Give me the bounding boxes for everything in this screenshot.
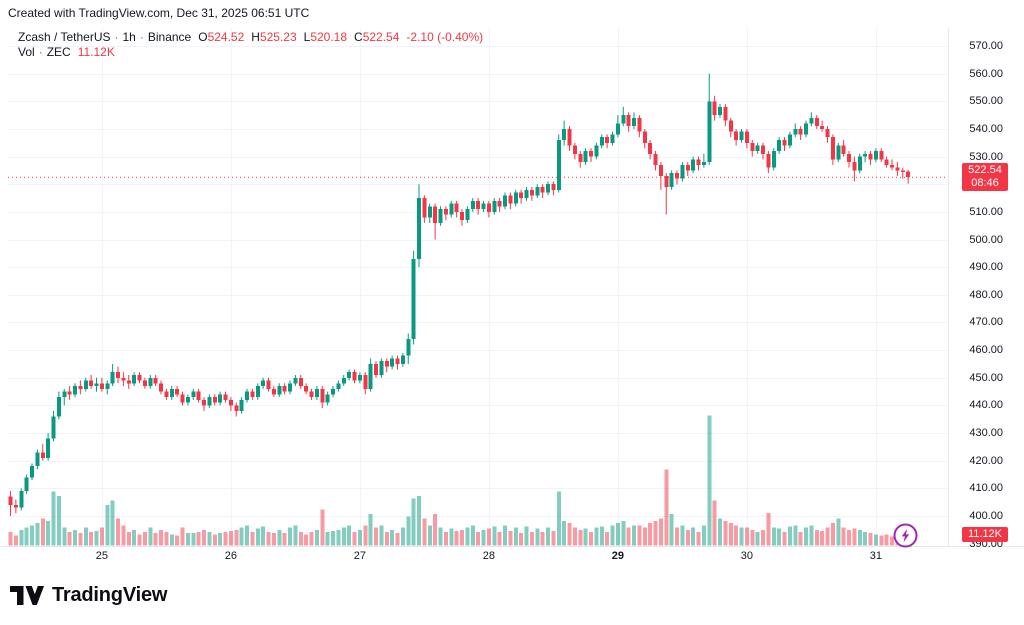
price-axis-label: 530.00 <box>969 150 1003 163</box>
price-axis-label: 400.00 <box>969 510 1003 522</box>
ohlc-open: O524.52 <box>198 30 245 44</box>
price-axis[interactable]: 570.00560.00550.00540.00530.00520.00510.… <box>948 28 1024 560</box>
ohlc-close: C522.54 <box>354 30 400 44</box>
separator-dot: · <box>114 30 119 44</box>
separator-dot: · <box>139 30 144 44</box>
time-axis-label: 26 <box>224 550 237 562</box>
price-axis-label: 460.00 <box>969 344 1003 357</box>
current-price-badge: 522.54 08:46 <box>962 163 1008 191</box>
boost-button[interactable] <box>892 522 919 549</box>
price-axis-label: 500.00 <box>969 233 1003 246</box>
tradingview-logo-icon <box>10 585 44 605</box>
grid-layer <box>8 28 948 546</box>
bar-countdown: 08:46 <box>971 177 999 189</box>
change-value: -2.10 (-0.40%) <box>406 30 484 44</box>
price-axis-label: 510.00 <box>969 205 1003 218</box>
price-axis-label: 450.00 <box>969 371 1003 384</box>
tradingview-logo[interactable]: TradingView <box>10 584 167 607</box>
price-axis-label: 420.00 <box>969 454 1003 467</box>
volume-symbol: ZEC <box>46 45 71 59</box>
price-axis-label: 560.00 <box>969 67 1003 80</box>
price-axis-label: 470.00 <box>969 316 1003 329</box>
chart-legend: Zcash / TetherUS · 1h · Binance O524.52 H525.2… <box>18 30 483 60</box>
attribution-text: Created with TradingView.com, Dec 31, 20… <box>8 6 310 20</box>
volume-value: 11.12K <box>77 45 115 59</box>
time-axis-label: 28 <box>482 550 495 562</box>
price-axis-label: 550.00 <box>969 95 1003 108</box>
price-axis-label: 490.00 <box>969 261 1003 274</box>
time-axis-border <box>0 546 1024 547</box>
time-axis-label: 29 <box>611 550 624 562</box>
lightning-bolt-icon <box>893 523 918 548</box>
price-axis-label: 540.00 <box>969 122 1003 135</box>
symbol-name[interactable]: Zcash / TetherUS <box>18 30 111 44</box>
separator-dot: · <box>38 45 43 59</box>
legend-symbol-row: Zcash / TetherUS · 1h · Binance O524.52 H525.2… <box>18 30 483 45</box>
time-axis-label: 30 <box>740 550 753 562</box>
volume-label: Vol <box>18 45 35 59</box>
price-axis-label: 430.00 <box>969 427 1003 440</box>
time-axis-label: 27 <box>353 550 366 562</box>
current-price-value: 522.54 <box>968 164 1002 176</box>
ohlc-low: L520.18 <box>303 30 348 44</box>
volume-layer <box>8 415 911 546</box>
price-axis-label: 570.00 <box>969 40 1003 52</box>
ohlc-high: H525.23 <box>251 30 297 44</box>
time-axis[interactable]: 25 26 27 28 29 30 31 <box>0 549 948 567</box>
price-axis-label: 480.00 <box>969 288 1003 301</box>
time-axis-label: 25 <box>95 550 108 562</box>
price-axis-label: 440.00 <box>969 399 1003 412</box>
exchange-name: Binance <box>147 30 192 44</box>
tradingview-logo-text: TradingView <box>52 584 168 606</box>
price-axis-label: 410.00 <box>969 482 1003 495</box>
legend-volume-row: Vol · ZEC 11.12K <box>18 45 483 60</box>
time-axis-label: 31 <box>869 550 882 562</box>
interval-value[interactable]: 1h <box>122 30 136 44</box>
candles-layer <box>8 73 911 516</box>
volume-badge: 11.12K <box>962 527 1008 542</box>
price-axis-border <box>948 28 949 546</box>
